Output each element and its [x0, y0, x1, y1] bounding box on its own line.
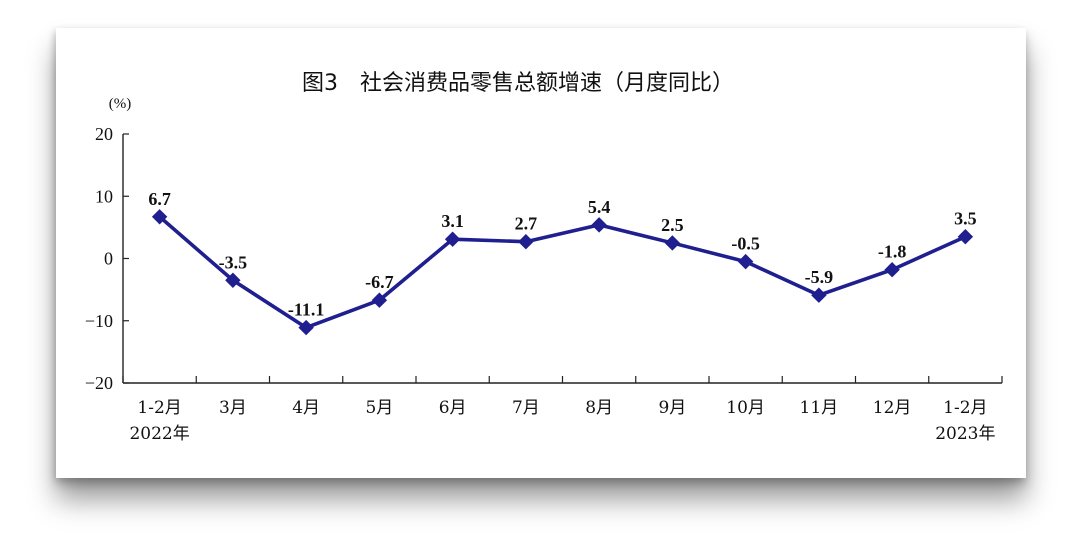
- data-labels: 6.7 -3.5 -11.1 -6.7 3.1 2.7 5.4 2.5 -0.5 -5.9 -1.8…: [148, 189, 976, 320]
- data-label: 2.5: [661, 215, 684, 235]
- data-label: 3.5: [954, 209, 977, 229]
- y-tick-label: −20: [85, 373, 113, 393]
- data-label: -3.5: [219, 252, 248, 272]
- x-tick-label: 11月: [800, 398, 839, 418]
- x-tick-sublabel: 2022年: [129, 424, 189, 444]
- x-ticks: 1-2月 2022年 3月 4月 5月 6月 7月 8月 9月 10月 11月 12月 1-2月 2023…: [122, 376, 1003, 444]
- x-tick-label: 3月: [219, 398, 247, 418]
- series-line: [157, 214, 968, 330]
- data-point-marker: [298, 319, 314, 336]
- x-tick-label: 5月: [365, 398, 393, 418]
- chart-card: 图3 社会消费品零售总额增速（月度同比） (%) 20 10 0 −10 −20 1-2…: [56, 28, 1026, 478]
- y-unit-label: (%): [109, 96, 132, 112]
- y-tick-label: 10: [95, 186, 113, 206]
- data-label: 2.7: [515, 214, 538, 234]
- data-label: 5.4: [588, 197, 611, 217]
- y-tick-label: 20: [95, 124, 113, 144]
- y-tick-label: 0: [104, 249, 113, 269]
- data-label: 3.1: [441, 211, 464, 231]
- x-tick-label: 12月: [873, 398, 912, 418]
- x-tick-label: 1-2月: [137, 398, 181, 418]
- data-point-marker: [737, 253, 754, 270]
- data-label: -6.7: [365, 272, 394, 292]
- series-line-group: [157, 214, 968, 330]
- markers: [151, 209, 974, 336]
- data-point-marker: [664, 235, 681, 251]
- y-tick-label: −10: [85, 311, 113, 331]
- x-tick-label: 4月: [292, 398, 320, 418]
- chart-title: 图3 社会消费品零售总额增速（月度同比）: [302, 71, 734, 96]
- x-tick-label: 8月: [585, 398, 613, 418]
- data-point-marker: [591, 217, 607, 233]
- data-label: -0.5: [731, 234, 760, 254]
- data-label: -1.8: [878, 242, 907, 262]
- data-point-marker: [371, 292, 388, 308]
- data-label: -5.9: [805, 267, 834, 287]
- axes: [122, 134, 1002, 384]
- data-point-marker: [151, 209, 168, 225]
- data-label: -11.1: [288, 300, 325, 320]
- data-point-marker: [884, 261, 900, 278]
- data-label: 6.7: [148, 189, 171, 209]
- data-point-marker: [444, 231, 461, 247]
- data-point-marker: [225, 272, 241, 288]
- data-point-marker: [957, 229, 974, 245]
- x-tick-label: 7月: [512, 398, 540, 418]
- data-point-marker: [811, 287, 827, 303]
- y-ticks: 20 10 0 −10 −20: [85, 124, 129, 393]
- x-tick-label: 1-2月: [943, 398, 987, 418]
- x-tick-label: 10月: [726, 398, 765, 418]
- x-tick-label: 6月: [439, 398, 467, 418]
- data-point-marker: [518, 233, 534, 250]
- line-chart: 图3 社会消费品零售总额增速（月度同比） (%) 20 10 0 −10 −20 1-2…: [85, 71, 1003, 444]
- x-tick-sublabel: 2023年: [935, 424, 995, 444]
- x-tick-label: 9月: [658, 398, 686, 418]
